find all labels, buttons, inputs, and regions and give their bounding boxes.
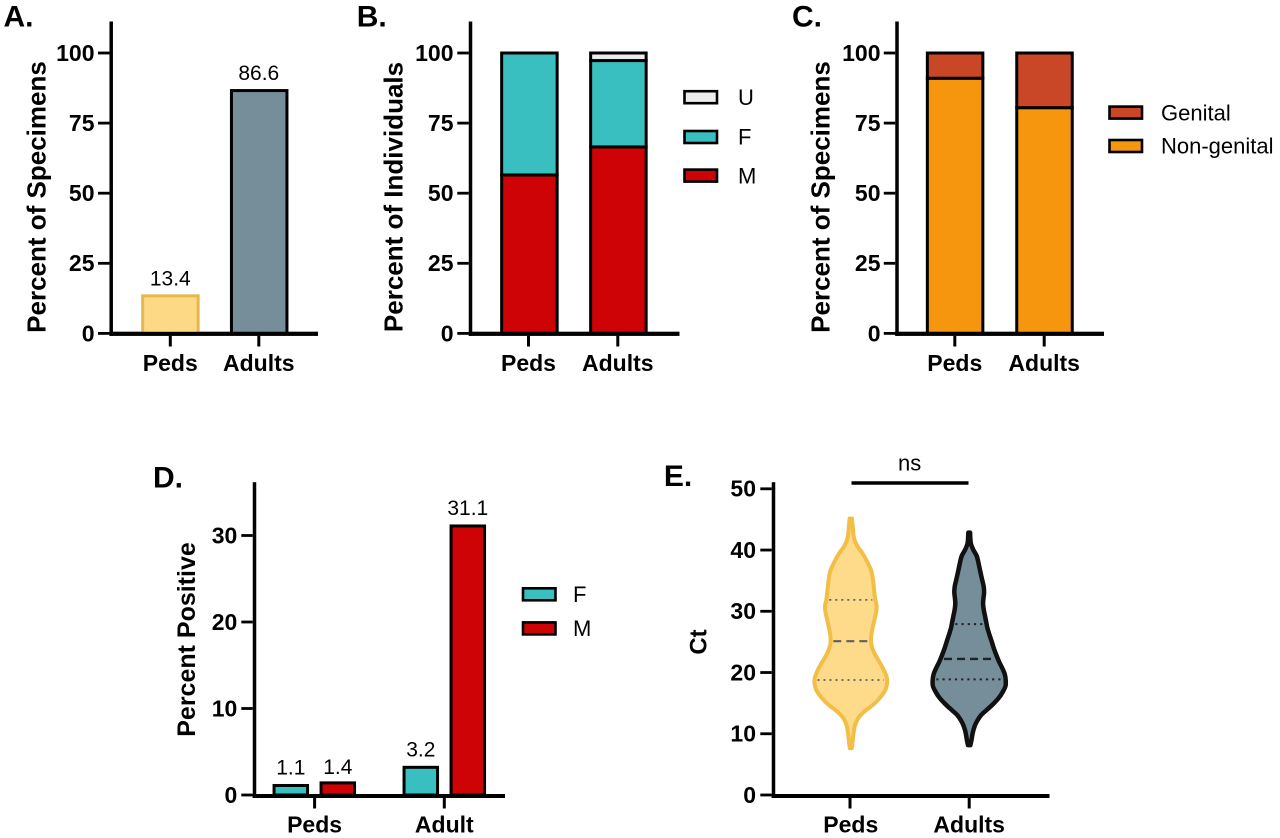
svg-text:Percent Positive: Percent Positive	[173, 542, 201, 737]
svg-text:Adults: Adults	[1008, 350, 1080, 376]
svg-text:Adults: Adults	[223, 350, 295, 376]
svg-text:25: 25	[428, 250, 454, 276]
svg-text:86.6: 86.6	[238, 62, 279, 85]
svg-text:Peds: Peds	[287, 812, 342, 838]
svg-text:20: 20	[212, 609, 238, 635]
svg-text:M: M	[573, 616, 591, 641]
svg-text:100: 100	[56, 40, 94, 66]
svg-text:10: 10	[730, 721, 756, 747]
svg-text:0: 0	[743, 782, 756, 808]
svg-text:20: 20	[730, 659, 756, 685]
svg-text:Ct: Ct	[686, 629, 713, 654]
svg-text:10: 10	[212, 695, 238, 721]
svg-text:50: 50	[855, 180, 881, 206]
svg-text:C.: C.	[792, 1, 822, 34]
svg-text:75: 75	[428, 110, 454, 136]
svg-text:50: 50	[69, 180, 95, 206]
svg-text:M: M	[738, 163, 756, 188]
svg-text:A.: A.	[4, 1, 34, 34]
svg-text:31.1: 31.1	[447, 497, 488, 520]
svg-text:Percent of Specimens: Percent of Specimens	[805, 61, 835, 333]
svg-text:0: 0	[82, 320, 95, 346]
svg-text:Peds: Peds	[143, 350, 198, 376]
svg-text:Non-genital: Non-genital	[1161, 134, 1274, 159]
svg-text:Peds: Peds	[927, 350, 982, 376]
svg-text:0: 0	[225, 782, 238, 808]
svg-text:F: F	[573, 582, 586, 607]
svg-text:75: 75	[855, 110, 881, 136]
svg-text:U: U	[738, 85, 754, 110]
svg-text:ns: ns	[898, 451, 921, 476]
svg-text:Peds: Peds	[823, 812, 878, 838]
svg-text:D.: D.	[153, 462, 183, 495]
svg-text:75: 75	[69, 110, 95, 136]
svg-text:25: 25	[69, 250, 95, 276]
svg-text:Peds: Peds	[501, 350, 556, 376]
svg-text:30: 30	[730, 598, 756, 624]
svg-text:100: 100	[415, 40, 453, 66]
svg-text:Percent of Individuals: Percent of Individuals	[378, 62, 408, 332]
svg-text:F: F	[738, 125, 751, 150]
svg-text:25: 25	[855, 250, 881, 276]
svg-text:3.2: 3.2	[406, 738, 435, 761]
svg-text:0: 0	[868, 320, 881, 346]
svg-text:1.1: 1.1	[276, 757, 305, 780]
svg-text:Genital: Genital	[1161, 100, 1231, 125]
svg-text:0: 0	[441, 320, 454, 346]
svg-text:Adult: Adult	[415, 812, 474, 838]
svg-text:Adults: Adults	[933, 812, 1005, 838]
svg-text:50: 50	[730, 476, 756, 502]
svg-text:Percent of Specimens: Percent of Specimens	[22, 61, 52, 333]
svg-text:1.4: 1.4	[323, 756, 353, 779]
svg-text:100: 100	[842, 40, 880, 66]
svg-text:Adults: Adults	[582, 350, 654, 376]
svg-text:E.: E.	[664, 460, 692, 493]
svg-text:30: 30	[212, 522, 238, 548]
svg-text:13.4: 13.4	[150, 267, 191, 290]
svg-text:40: 40	[730, 537, 756, 563]
svg-text:B.: B.	[357, 1, 387, 34]
svg-text:50: 50	[428, 180, 454, 206]
